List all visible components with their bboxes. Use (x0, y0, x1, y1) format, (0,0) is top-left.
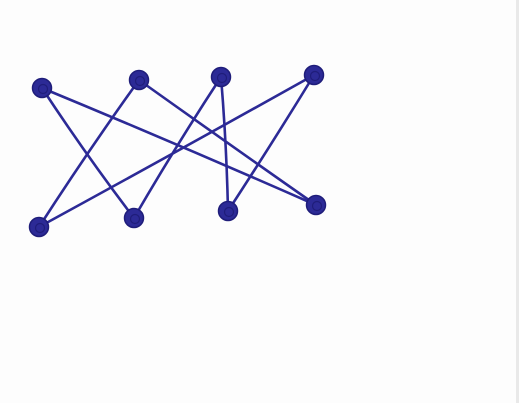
edge-t2-b1 (37, 78, 141, 229)
edge-t1-b4 (40, 86, 318, 207)
nodes-layer (28, 64, 327, 238)
node-b2 (123, 207, 145, 229)
node-b3 (217, 200, 239, 222)
node-b1 (28, 216, 50, 238)
node-t1 (31, 77, 53, 99)
node-t4 (303, 64, 325, 86)
edge-t4-b3 (226, 73, 316, 213)
edge-t2-b4 (137, 78, 318, 207)
node-t3 (210, 66, 232, 88)
edge-t4-b1 (37, 73, 316, 229)
node-t2 (128, 69, 150, 91)
paper-edge (516, 0, 519, 403)
node-b4 (305, 194, 327, 216)
edge-t3-b2 (132, 75, 223, 220)
edge-t3-b3 (219, 75, 230, 213)
edges-layer (37, 73, 318, 229)
